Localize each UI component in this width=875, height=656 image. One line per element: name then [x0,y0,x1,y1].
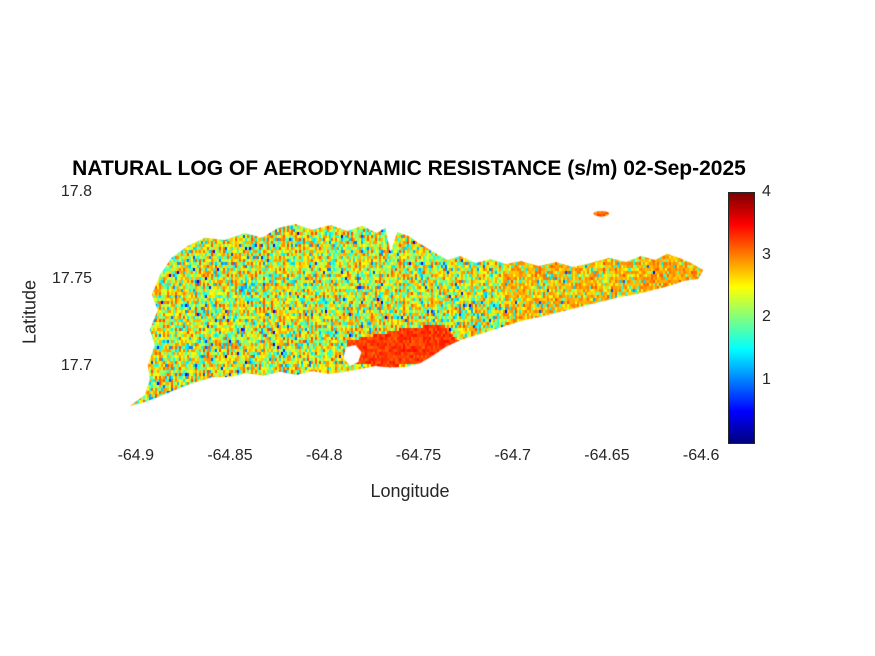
x-tick-label: -64.65 [584,447,630,464]
heatmap-canvas [100,190,720,442]
x-tick-label: -64.9 [117,447,155,464]
x-tick-label: -64.6 [682,447,720,464]
x-axis-label: Longitude [370,481,450,501]
colorbar-canvas [728,192,755,444]
colorbar-tick-label: 4 [762,183,771,200]
colorbar-tick-label: 3 [762,245,771,263]
x-tick-label: -64.75 [395,447,442,464]
y-axis-label: Latitude [19,279,40,345]
colorbar-tick-label: 1 [762,370,771,388]
y-tick-label: 17.75 [51,269,92,287]
chart-title: NATURAL LOG OF AERODYNAMIC RESISTANCE (s… [72,157,746,180]
y-tick-label: 17.8 [60,182,92,200]
y-tick-label: 17.7 [60,356,92,374]
x-tick-label: -64.7 [494,447,531,464]
x-tick-label: -64.85 [207,447,253,464]
x-tick-label: -64.8 [306,447,343,464]
colorbar-tick-label: 2 [762,308,771,325]
